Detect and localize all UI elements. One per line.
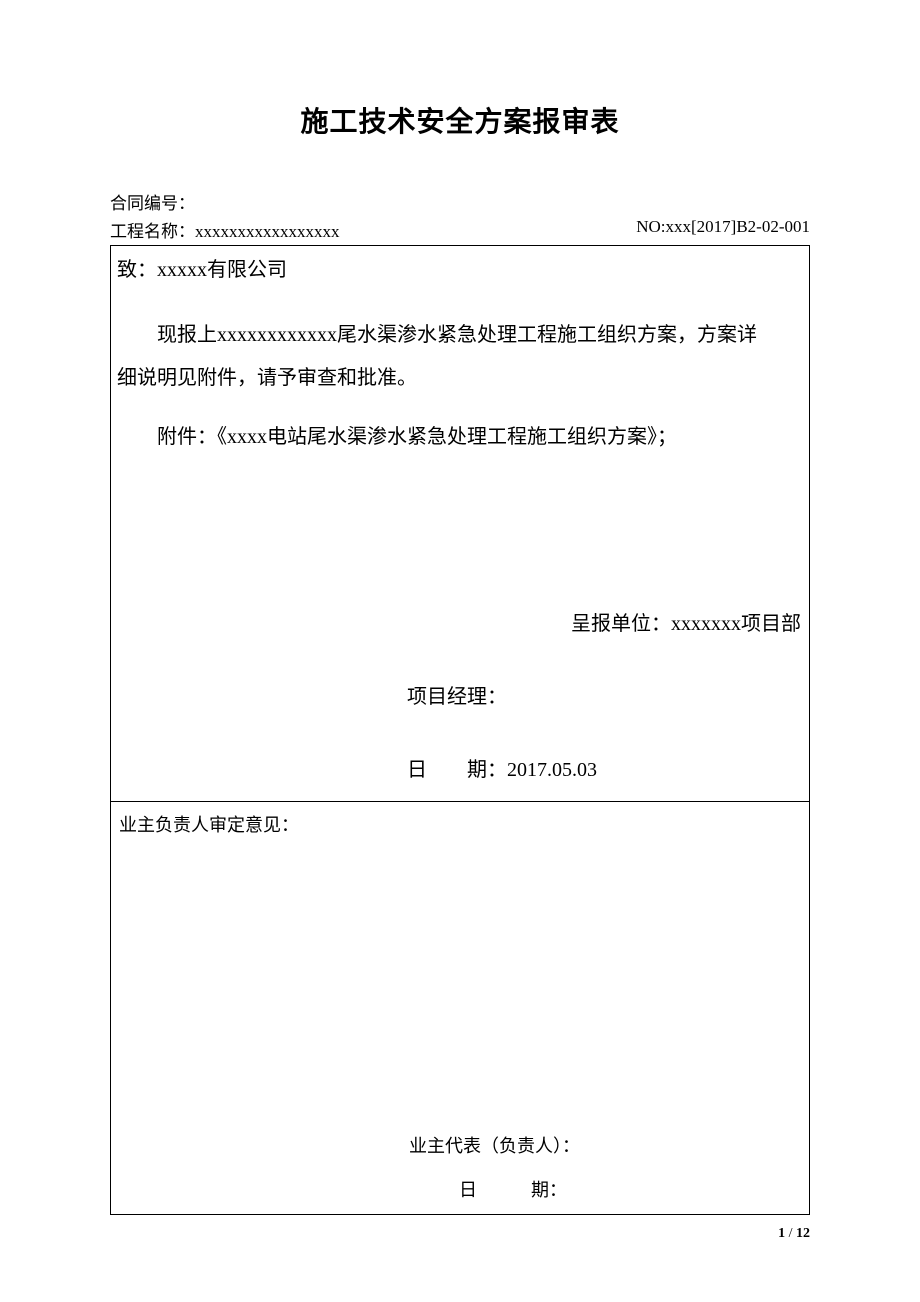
project-name-label: 工程名称： <box>110 222 195 241</box>
project-manager-line: 项目经理： <box>117 679 803 716</box>
owner-representative-line: 业主代表（负责人）： <box>119 1131 801 1162</box>
document-title: 施工技术安全方案报审表 <box>110 100 810 140</box>
owner-opinion-label: 业主负责人审定意见： <box>119 810 801 841</box>
contract-number-line: 合同编号： <box>110 190 810 217</box>
project-name-value: xxxxxxxxxxxxxxxxx <box>195 222 340 241</box>
page-total: 12 <box>796 1226 810 1241</box>
body-line-1: 现报上xxxxxxxxxxxx尾水渠渗水紧急处理工程施工组织方案，方案详 <box>117 317 803 354</box>
attachment-line: 附件：《xxxx电站尾水渠渗水紧急处理工程施工组织方案》； <box>117 419 803 456</box>
page-separator: / <box>785 1226 796 1241</box>
date-label: 日 期： <box>407 759 507 781</box>
project-name: 工程名称：xxxxxxxxxxxxxxxxx <box>110 217 340 242</box>
recipient-line: 致：xxxxx有限公司 <box>117 252 803 289</box>
submit-unit-value: xxxxxxx项目部 <box>671 613 801 635</box>
submit-unit: 呈报单位：xxxxxxx项目部 <box>117 606 803 643</box>
page-number: 1 / 12 <box>778 1226 810 1242</box>
document-number: NO:xxx[2017]B2-02-001 <box>636 217 810 242</box>
body-line-2: 细说明见附件，请予审查和批准。 <box>117 360 803 397</box>
opinion-cell: 业主负责人审定意见： 业主代表（负责人）： 日 期： <box>111 802 809 1214</box>
submission-cell: 致：xxxxx有限公司 现报上xxxxxxxxxxxx尾水渠渗水紧急处理工程施工… <box>111 246 809 802</box>
submit-unit-label: 呈报单位： <box>571 613 671 635</box>
date-value: 2017.05.03 <box>507 759 597 781</box>
owner-date-line: 日 期： <box>119 1175 801 1206</box>
header-row: 工程名称：xxxxxxxxxxxxxxxxx NO:xxx[2017]B2-02… <box>110 217 810 242</box>
form-table: 致：xxxxx有限公司 现报上xxxxxxxxxxxx尾水渠渗水紧急处理工程施工… <box>110 245 810 1215</box>
submission-date-line: 日 期：2017.05.03 <box>117 752 803 789</box>
